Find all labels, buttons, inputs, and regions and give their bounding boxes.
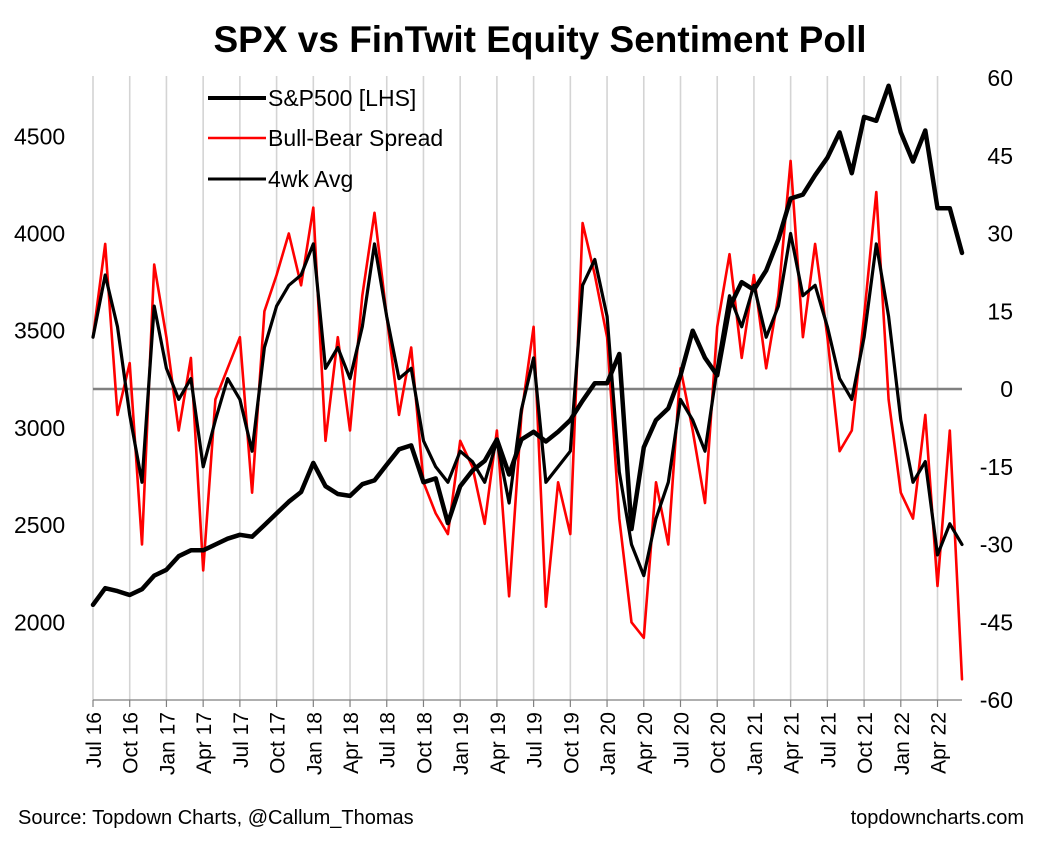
legend-label-spread: Bull-Bear Spread [268, 125, 443, 151]
x-tick-label: Jul 18 [377, 712, 400, 768]
y-right-tick-label: -30 [980, 532, 1013, 558]
x-tick-label: Jan 20 [597, 712, 620, 775]
x-tick-label: Oct 18 [413, 712, 436, 774]
site-credit: topdowncharts.com [851, 807, 1024, 829]
x-tick-label: Oct 20 [707, 712, 730, 774]
x-tick-label: Apr 22 [928, 712, 951, 774]
series-line-spx [90, 83, 965, 608]
x-tick-label: Apr 18 [340, 712, 363, 774]
x-tick-label: Oct 16 [120, 712, 143, 774]
x-tick-label: Jan 21 [744, 712, 767, 775]
x-tick-label: Jul 20 [670, 712, 693, 768]
x-tick-label: Apr 19 [487, 712, 510, 774]
y-left-tick-label: 3500 [14, 318, 65, 344]
x-tick-label: Oct 19 [560, 712, 583, 774]
y-left-tick-label: 2500 [14, 512, 65, 538]
y-right-tick-label: -15 [980, 454, 1013, 480]
y-left-tick-label: 4500 [14, 123, 65, 149]
series-line-bull-bear [91, 159, 964, 681]
y-right-tick-label: 30 [987, 221, 1013, 247]
legend-label-spx: S&P500 [LHS] [268, 85, 416, 111]
x-tick-label: Jan 18 [303, 712, 326, 775]
series-line-4wk-avg [91, 231, 964, 578]
legend: S&P500 [LHS] Bull-Bear Spread 4wk Avg [208, 85, 443, 192]
y-right-tick-label: 45 [987, 143, 1013, 169]
x-tick-label: Oct 17 [267, 712, 290, 774]
x-tick-label: Oct 21 [854, 712, 877, 774]
legend-label-avg: 4wk Avg [268, 166, 353, 192]
chart-title: SPX vs FinTwit Equity Sentiment Poll [213, 19, 866, 60]
y-right-tick-label: 15 [987, 298, 1013, 324]
y-left-tick-label: 3000 [14, 415, 65, 441]
series-layer [90, 83, 965, 681]
y-right-tick-label: -45 [980, 609, 1013, 635]
y-right-tick-label: 60 [987, 65, 1013, 91]
x-tick-label: Jan 19 [450, 712, 473, 775]
x-tick-label: Apr 21 [781, 712, 804, 774]
x-axis: Jul 16 Oct 16 Jan 17 Apr 17 Jul 17 Oct 17 Jan … [83, 699, 962, 775]
y-left-tick-label: 4000 [14, 221, 65, 247]
y-right-tick-label: -60 [980, 687, 1013, 713]
x-tick-label: Jul 16 [83, 712, 106, 768]
x-tick-label: Apr 20 [634, 712, 657, 774]
source-note: Source: Topdown Charts, @Callum_Thomas [18, 807, 414, 829]
y-axis-right: 60 45 30 15 0 -15 -30 -45 -60 [980, 65, 1013, 713]
x-tick-label: Jan 22 [891, 712, 914, 775]
x-tick-label: Jul 17 [230, 712, 253, 768]
x-tick-label: Jan 17 [156, 712, 179, 775]
x-tick-label: Apr 17 [193, 712, 216, 774]
x-tick-label: Jul 21 [817, 712, 840, 768]
x-tick-label: Jul 19 [524, 712, 547, 768]
y-left-tick-label: 2000 [14, 609, 65, 635]
y-right-tick-label: 0 [1000, 376, 1013, 402]
y-axis-left: 2000 2500 3000 3500 4000 4500 [14, 123, 65, 635]
